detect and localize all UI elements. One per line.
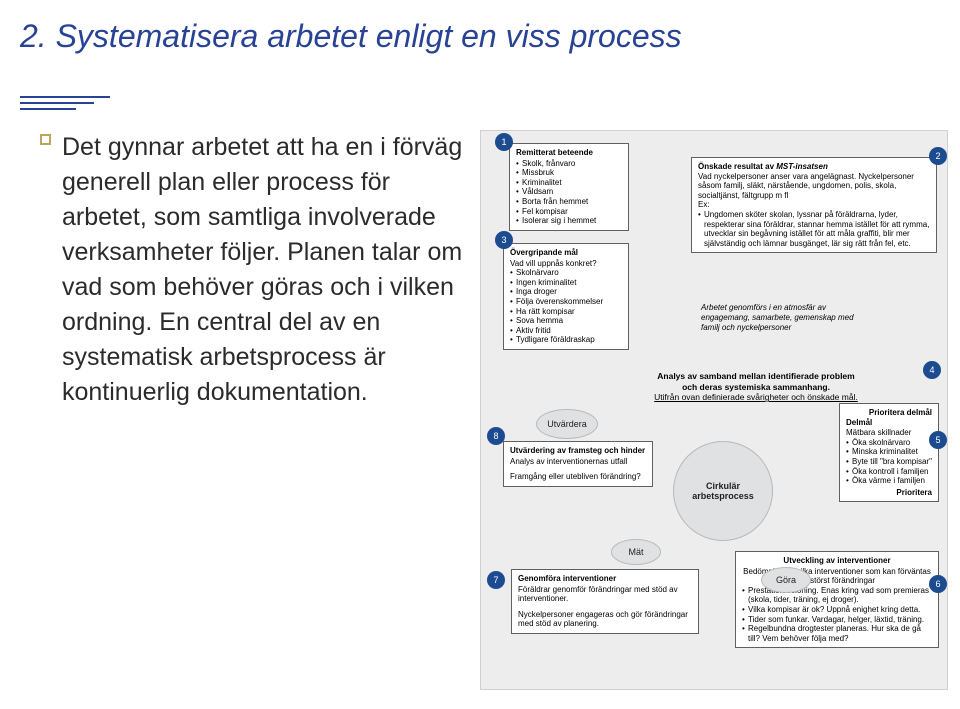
- step-number-6: 6: [929, 575, 947, 593]
- box5-pri2: Prioritera: [846, 488, 932, 498]
- box2-line1: Vad nyckelpersoner anser vara angelägnas…: [698, 172, 930, 201]
- box5-sub: Mätbara skillnader: [846, 428, 932, 438]
- step-number-8: 8: [487, 427, 505, 445]
- box3-subtitle: Vad vill uppnås konkret?: [510, 259, 622, 269]
- box8-title: Utvärdering av framsteg och hinder: [510, 446, 646, 456]
- list-item: Sova hemma: [510, 316, 622, 326]
- list-item: Våldsam: [516, 187, 622, 197]
- center-label: Cirkulär arbetsprocess: [674, 481, 772, 501]
- list-item: Aktiv fritid: [510, 326, 622, 336]
- step-number-5: 5: [929, 431, 947, 449]
- body-paragraph: Det gynnar arbetet att ha en i förväg ge…: [62, 130, 467, 410]
- list-item: Ingen kriminalitet: [510, 278, 622, 288]
- box-genomfora: Genomföra interventioner Föräldrar genom…: [511, 569, 699, 634]
- note-line: familj och nyckelpersoner: [701, 323, 921, 333]
- box8-line1: Analys av interventionernas utfall: [510, 457, 646, 467]
- list-item: Minska kriminalitet: [846, 447, 932, 457]
- list-item: Missbruk: [516, 168, 622, 178]
- box3-list: Skolnärvaro Ingen kriminalitet Inga drog…: [510, 268, 622, 345]
- list-item: Tydligare föräldraskap: [510, 335, 622, 345]
- list-item: Kriminalitet: [516, 178, 622, 188]
- step-number-3: 3: [495, 231, 513, 249]
- bullet-square-icon: [40, 134, 51, 145]
- title-underline: [20, 96, 110, 110]
- box3-title: Övergripande mål: [510, 248, 622, 258]
- box1-list: Skolk, frånvaro Missbruk Kriminalitet Vå…: [516, 159, 622, 226]
- list-item: Följa överenskommelser: [510, 297, 622, 307]
- list-item: Öka kontroll i familjen: [846, 467, 932, 477]
- box6-title: Utveckling av interventioner: [742, 556, 932, 566]
- list-item: Fel kompisar: [516, 207, 622, 217]
- box-delmal: Prioritera delmål Delmål Mätbara skillna…: [839, 403, 939, 502]
- mat-node: Mät: [611, 539, 661, 565]
- list-item: Byte till "bra kompisar": [846, 457, 932, 467]
- atmosphere-note: Arbetet genomförs i en atmosfär av engag…: [701, 303, 921, 333]
- process-diagram: 1 2 3 4 5 6 7 8 Remitterat beteende Skol…: [480, 130, 948, 690]
- box-mal: Övergripande mål Vad vill uppnås konkret…: [503, 243, 629, 350]
- list-item: Öka värme i familjen: [846, 476, 932, 486]
- step-number-4: 4: [923, 361, 941, 379]
- list-item: Isolerar sig i hemmet: [516, 216, 622, 226]
- box1-title: Remitterat beteende: [516, 148, 622, 158]
- box-remitterat: Remitterat beteende Skolk, frånvaro Miss…: [509, 143, 629, 231]
- list-item: Vilka kompisar är ok? Uppnå enighet krin…: [742, 605, 932, 615]
- banner-line: Utifrån ovan definierade svårigheter och…: [611, 392, 901, 403]
- list-item: Ha rätt kompisar: [510, 307, 622, 317]
- slide-title: 2. Systematisera arbetet enligt en viss …: [20, 18, 682, 55]
- step-number-2: 2: [929, 147, 947, 165]
- box6-list: Prestation/belöning. Enas kring vad som …: [742, 586, 932, 644]
- box5-title: Delmål: [846, 418, 932, 428]
- box-utvardering: Utvärdering av framsteg och hinder Analy…: [503, 441, 653, 487]
- utvardera-node: Utvärdera: [536, 409, 598, 439]
- box2-list: Ungdomen sköter skolan, lyssnar på föräl…: [698, 210, 930, 248]
- list-item: Skolnärvaro: [510, 268, 622, 278]
- box2-title: Önskade resultat av MST-insatsen: [698, 162, 930, 172]
- analys-banner: Analys av samband mellan identifierade p…: [611, 371, 901, 403]
- mat-label: Mät: [628, 547, 643, 557]
- list-item: Regelbundna drogtester planeras. Hur ska…: [742, 624, 932, 643]
- box7-line1: Föräldrar genomför förändringar med stöd…: [518, 585, 692, 604]
- gora-label: Göra: [776, 575, 796, 585]
- list-item: Ungdomen sköter skolan, lyssnar på föräl…: [698, 210, 930, 248]
- box-onskade: Önskade resultat av MST-insatsen Vad nyc…: [691, 157, 937, 253]
- note-line: Arbetet genomförs i en atmosfär av: [701, 303, 921, 313]
- box5-pri: Prioritera delmål: [846, 408, 932, 418]
- utv-label: Utvärdera: [547, 419, 587, 429]
- gora-node: Göra: [761, 567, 811, 593]
- list-item: Borta från hemmet: [516, 197, 622, 207]
- list-item: Skolk, frånvaro: [516, 159, 622, 169]
- step-number-7: 7: [487, 571, 505, 589]
- list-item: Tider som funkar. Vardagar, helger, läxt…: [742, 615, 932, 625]
- box7-line2: Nyckelpersoner engageras och gör förändr…: [518, 610, 692, 629]
- box7-title: Genomföra interventioner: [518, 574, 692, 584]
- box5-list: Öka skolnärvaro Minska kriminalitet Byte…: [846, 438, 932, 486]
- step-number-1: 1: [495, 133, 513, 151]
- box2-ex: Ex:: [698, 200, 930, 210]
- list-item: Inga droger: [510, 287, 622, 297]
- note-line: engagemang, samarbete, gemenskap med: [701, 313, 921, 323]
- banner-line: och deras systemiska sammanhang.: [611, 382, 901, 393]
- box8-line2: Framgång eller utebliven förändring?: [510, 472, 646, 482]
- box-utveckling: Utveckling av interventioner Bedömning a…: [735, 551, 939, 648]
- center-circle: Cirkulär arbetsprocess: [673, 441, 773, 541]
- list-item: Öka skolnärvaro: [846, 438, 932, 448]
- banner-line: Analys av samband mellan identifierade p…: [611, 371, 901, 382]
